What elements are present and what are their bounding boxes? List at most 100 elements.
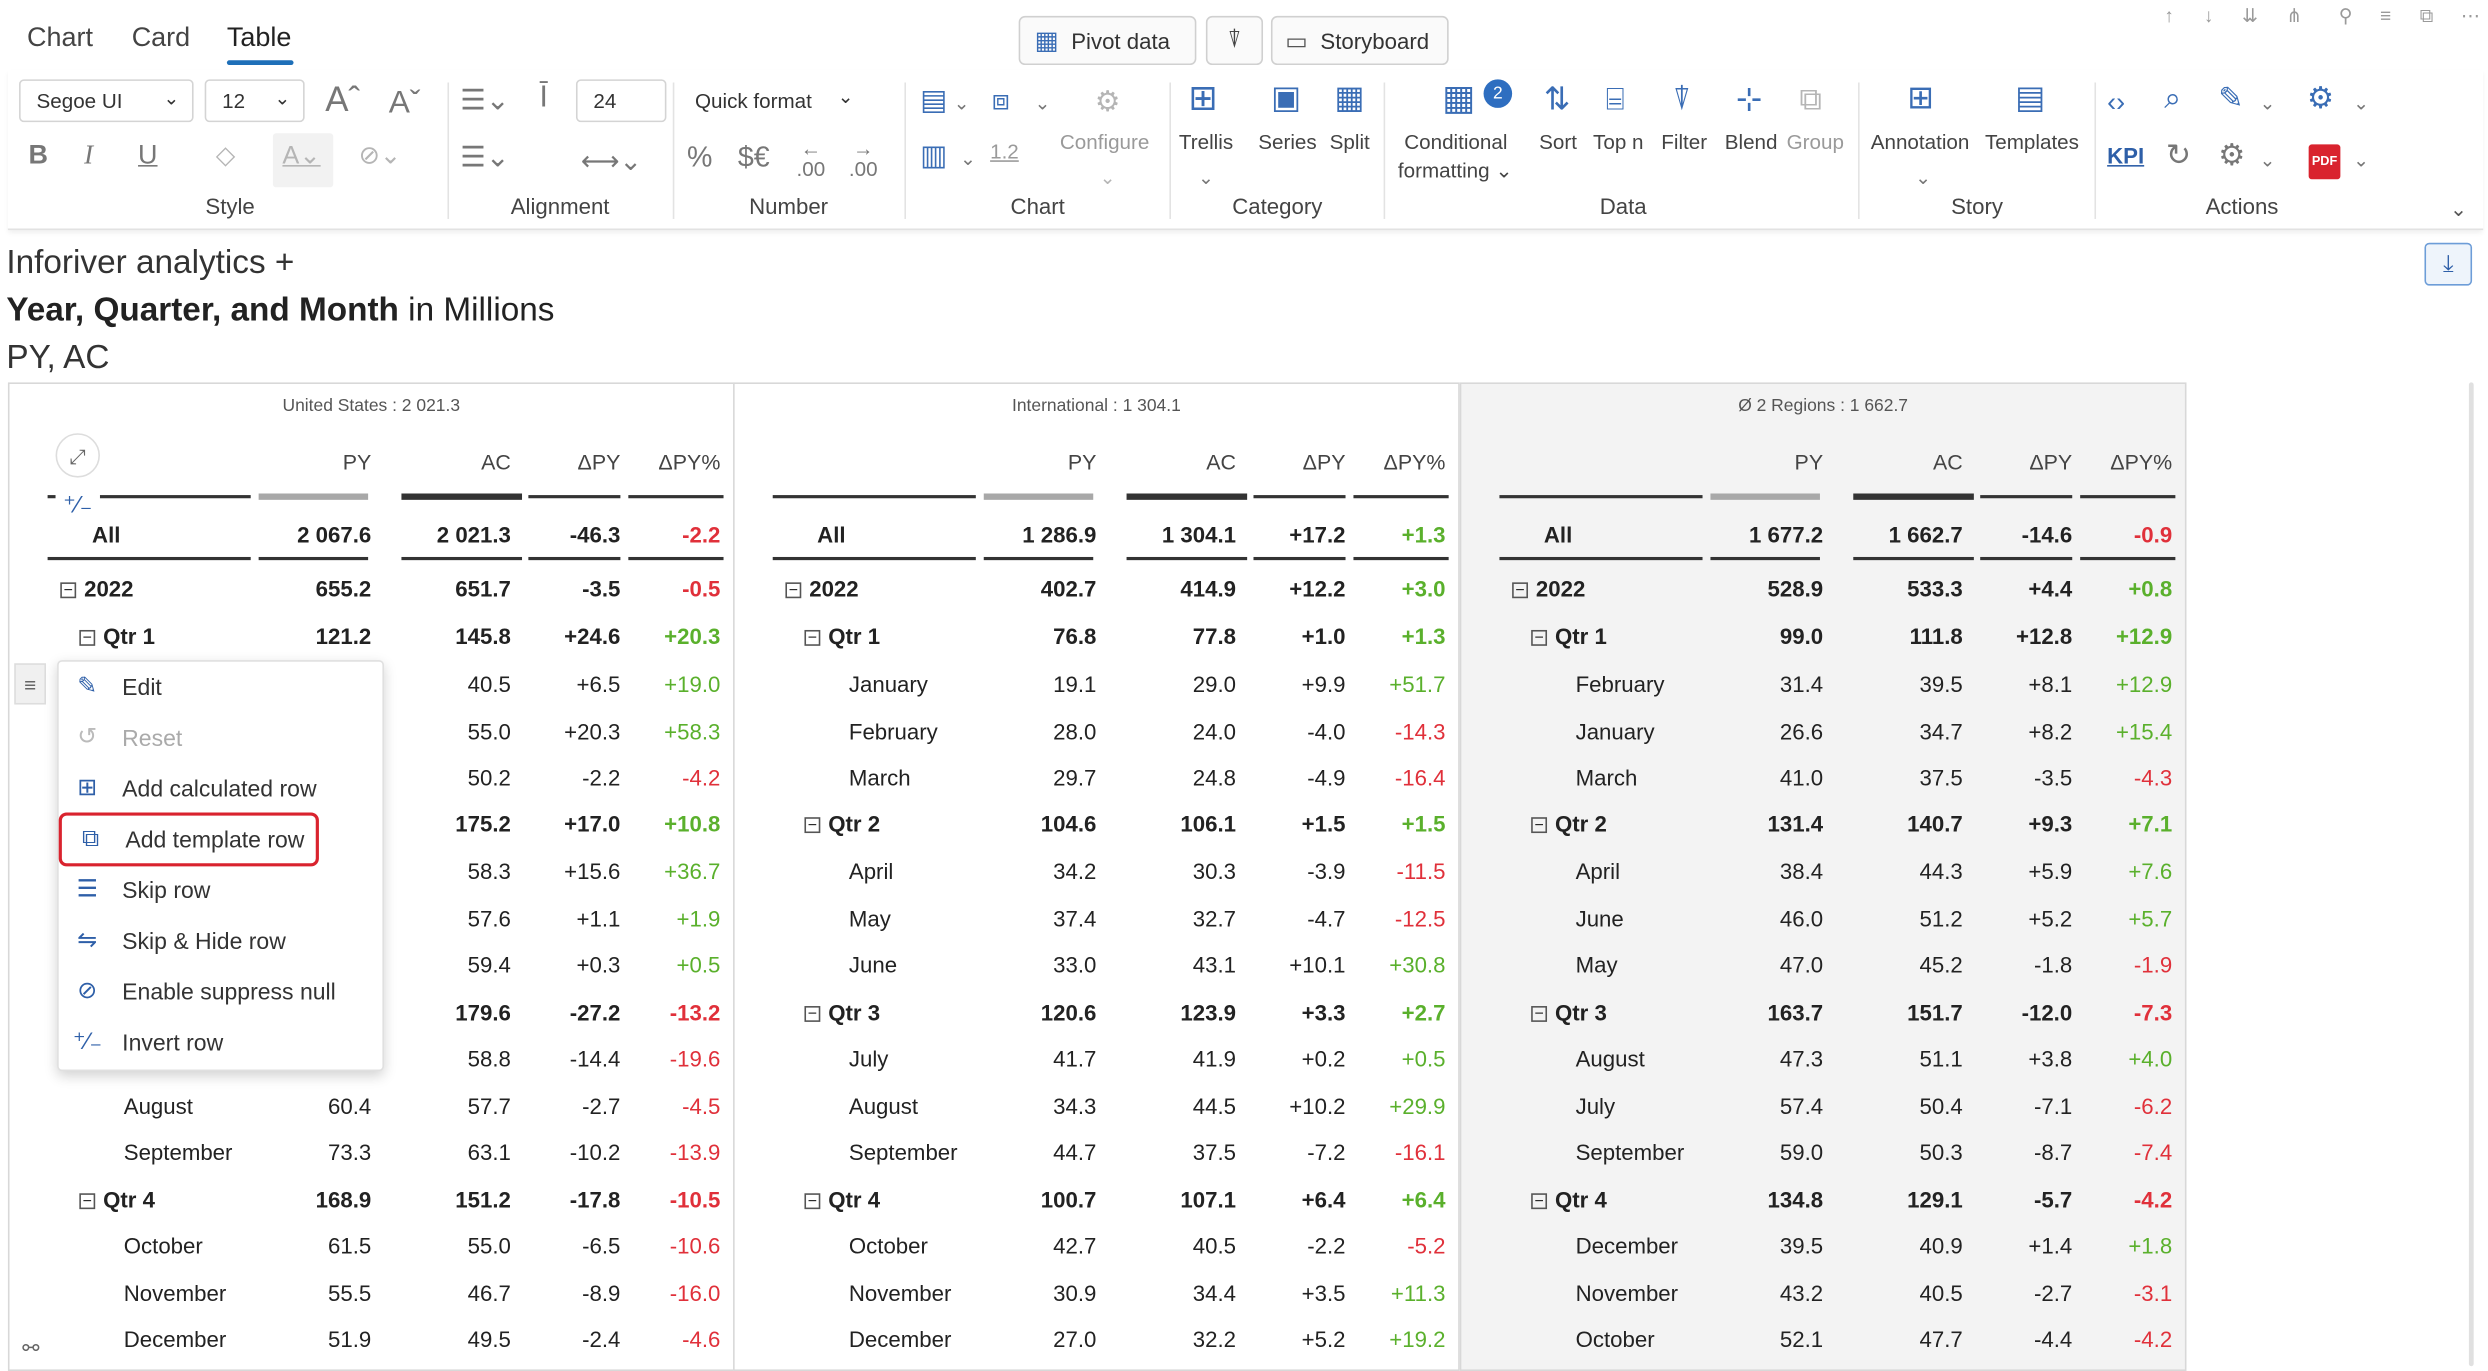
chevron-down-icon[interactable]: ⌄	[2353, 92, 2370, 115]
more-options-icon[interactable]: ⋯	[2460, 4, 2481, 27]
drag-handle-icon[interactable]: ⚯	[22, 1336, 40, 1360]
collapse-icon[interactable]: −	[785, 582, 802, 599]
table-row[interactable]: December 39.5 40.9 +1.4 +1.8	[1461, 1223, 2188, 1267]
split-button[interactable]: Split	[1329, 130, 1370, 154]
column-header[interactable]: PY	[1067, 450, 1097, 475]
table-row[interactable]: November 43.2 40.5 -2.7 -3.1	[1461, 1271, 2188, 1315]
expand-view-icon[interactable]: ⤢	[55, 433, 100, 478]
menu-item-edit[interactable]: ✎ Edit	[59, 663, 383, 711]
table-row[interactable]: October 52.1 47.7 -4.4 -4.2	[1461, 1317, 2188, 1361]
tab-table[interactable]: Table	[226, 22, 292, 53]
table-row[interactable]: −2022 528.9 533.3 +4.4 +0.8	[1461, 566, 2188, 610]
column-header[interactable]: AC	[1206, 450, 1237, 475]
collapse-icon[interactable]: −	[79, 1193, 96, 1210]
filter-small-icon[interactable]: ≡	[2380, 4, 2392, 27]
row-height-input[interactable]: 24	[575, 79, 667, 123]
storyboard-button[interactable]: ▭ Storyboard	[1270, 15, 1449, 66]
table-row[interactable]: June 46.0 51.2 +5.2 +5.7	[1461, 897, 2188, 941]
bar-chart-icon[interactable]: ▤	[920, 84, 948, 116]
column-header[interactable]: PY	[342, 450, 372, 475]
column-header[interactable]: AC	[1932, 450, 1963, 475]
table-row[interactable]: 58.8 -14.4 -19.6	[10, 1036, 737, 1080]
table-row[interactable]: 55.0 +20.3 +58.3	[10, 709, 737, 753]
currency-format-icon[interactable]: $€	[737, 141, 770, 173]
arrow-down-icon[interactable]: ↓	[2203, 4, 2214, 27]
export-settings-icon[interactable]: ⚙	[2307, 82, 2335, 116]
menu-item-skip-row[interactable]: ☰ Skip row	[59, 866, 383, 914]
add-title-button[interactable]: +	[274, 244, 295, 281]
hide-icon[interactable]: ⊘⌄	[358, 142, 402, 170]
table-row[interactable]: − Qtr 2 104.6 106.1 +1.5 +1.5	[735, 801, 1462, 845]
settings-icon[interactable]: ⚙	[2218, 139, 2246, 173]
table-row[interactable]: 175.2 +17.0 +10.8	[10, 801, 737, 845]
table-row[interactable]: −2022 655.2 651.7 -3.5 -0.5	[10, 566, 737, 610]
invert-sign-icon[interactable]: ⁺⁄₋	[55, 490, 100, 526]
filter-pane-button[interactable]: ⍒	[1205, 15, 1264, 66]
refresh-icon[interactable]: ↻	[2165, 139, 2192, 173]
table-row[interactable]: − Qtr 2 131.4 140.7 +9.3 +7.1	[1461, 801, 2188, 845]
column-header[interactable]: ΔPY	[2029, 450, 2073, 475]
table-row[interactable]: November 30.9 34.4 +3.5 +11.3	[735, 1271, 1462, 1315]
percent-format-icon[interactable]: %	[687, 141, 713, 173]
download-icon[interactable]: ⤓	[2424, 242, 2473, 286]
chevron-down-icon[interactable]: ⌄	[959, 147, 976, 170]
column-header[interactable]: ΔPY	[577, 450, 621, 475]
table-row[interactable]: 179.6 -27.2 -13.2	[10, 990, 737, 1034]
blend-button[interactable]: Blend	[1724, 130, 1778, 154]
quick-format-select[interactable]: Quick format ⌄	[679, 79, 883, 123]
conditional-formatting-button[interactable]: Conditional	[1404, 130, 1508, 154]
templates-button[interactable]: Templates	[1984, 130, 2079, 154]
table-row[interactable]: July 41.7 41.9 +0.2 +0.5	[735, 1036, 1462, 1080]
table-row[interactable]: March 29.7 24.8 -4.9 -16.4	[735, 755, 1462, 799]
pivot-data-button[interactable]: ▦ Pivot data	[1018, 15, 1197, 66]
pdf-export-icon[interactable]: PDF	[2308, 144, 2341, 180]
table-row[interactable]: December 51.9 49.5 -2.4 -4.6	[10, 1317, 737, 1361]
table-row[interactable]: − Qtr 1 76.8 77.8 +1.0 +1.3	[735, 614, 1462, 658]
font-family-select[interactable]: Segoe UI ⌄	[19, 79, 194, 123]
column-chart-icon[interactable]: ▥	[920, 139, 948, 172]
table-row[interactable]: August 34.3 44.5 +10.2 +29.9	[735, 1084, 1462, 1128]
table-row[interactable]: April 34.2 30.3 -3.9 -11.5	[735, 849, 1462, 893]
table-row[interactable]: June 33.0 43.1 +10.1 +30.8	[735, 943, 1462, 987]
column-header[interactable]: ΔPY	[1302, 450, 1346, 475]
tab-card[interactable]: Card	[131, 22, 191, 53]
table-row[interactable]: − Qtr 3 163.7 151.7 -12.0 -7.3	[1461, 990, 2188, 1034]
table-row[interactable]: September 44.7 37.5 -7.2 -16.1	[735, 1130, 1462, 1174]
table-row[interactable]: All 1 677.2 1 662.7 -14.6 -0.9	[1461, 513, 2188, 557]
table-row[interactable]: 57.6 +1.1 +1.9	[10, 897, 737, 941]
table-row[interactable]: All 1 286.9 1 304.1 +17.2 +1.3	[735, 513, 1462, 557]
table-row[interactable]: September 59.0 50.3 -8.7 -7.4	[1461, 1130, 2188, 1174]
expand-hierarchy-icon[interactable]: ⋔	[2286, 4, 2303, 27]
table-row[interactable]: December 27.0 32.2 +5.2 +19.2	[735, 1317, 1462, 1361]
table-row[interactable]: February 28.0 24.0 -4.0 -14.3	[735, 709, 1462, 753]
menu-item-enable-suppress-null[interactable]: ⊘ Enable suppress null	[59, 968, 383, 1016]
chevron-down-icon[interactable]: ⌄	[2353, 149, 2370, 172]
collapse-icon[interactable]: −	[1531, 1193, 1548, 1210]
table-row[interactable]: − Qtr 1 99.0 111.8 +12.8 +12.9	[1461, 614, 2188, 658]
pin-icon[interactable]: ⚲	[2338, 4, 2353, 27]
table-row[interactable]: 59.4 +0.3 +0.5	[10, 943, 737, 987]
code-icon[interactable]: ‹›	[2107, 87, 2126, 118]
row-height-icon[interactable]: Ī	[539, 80, 548, 115]
underline-icon[interactable]: U	[138, 139, 158, 170]
table-row[interactable]: January 19.1 29.0 +9.9 +51.7	[735, 662, 1462, 706]
table-row[interactable]: − Qtr 3 120.6 123.9 +3.3 +2.7	[735, 990, 1462, 1034]
kpi-button[interactable]: KPI	[2107, 142, 2145, 169]
row-menu-handle[interactable]: ≡	[14, 663, 47, 705]
menu-item-reset[interactable]: ↺ Reset	[59, 714, 383, 762]
tab-chart[interactable]: Chart	[26, 22, 93, 53]
focus-mode-icon[interactable]: ⧉	[2419, 4, 2434, 27]
table-row[interactable]: 50.2 -2.2 -4.2	[10, 755, 737, 799]
menu-item-invert-row[interactable]: ⁺⁄₋ Invert row	[59, 1019, 383, 1067]
chevron-down-icon[interactable]: ⌄	[2259, 92, 2276, 115]
table-row[interactable]: July 57.4 50.4 -7.1 -6.2	[1461, 1084, 2188, 1128]
collapse-ribbon-icon[interactable]: ⌄	[2449, 196, 2468, 221]
bold-icon[interactable]: B	[28, 139, 49, 170]
table-row[interactable]: September 73.3 63.1 -10.2 -13.9	[10, 1130, 737, 1174]
table-row[interactable]: October 42.7 40.5 -2.2 -5.2	[735, 1223, 1462, 1267]
menu-item-skip-hide-row[interactable]: ⇋ Skip & Hide row	[59, 917, 383, 965]
paint-brush-icon[interactable]: ✎	[2218, 82, 2244, 116]
trellis-button[interactable]: Trellis	[1178, 130, 1234, 154]
series-button[interactable]: Series	[1258, 130, 1317, 154]
table-row[interactable]: March 41.0 37.5 -3.5 -4.3	[1461, 755, 2188, 799]
